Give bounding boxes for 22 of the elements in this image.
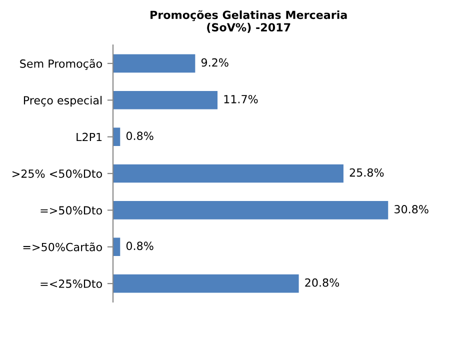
- data-label: 20.8%: [305, 278, 340, 287]
- y-tick-label: =>50%Dto: [40, 206, 102, 215]
- y-tick-label: L2P1: [76, 132, 102, 142]
- bar: [113, 274, 299, 293]
- bar: [113, 201, 388, 220]
- chart-title: Promoções Gelatinas Mercearia (SoV%) -2017: [150, 10, 347, 33]
- data-label: 30.8%: [394, 205, 428, 214]
- y-tick-label: =>50%Cartão: [23, 242, 102, 252]
- y-tick-label: =<25%Dto: [40, 280, 102, 288]
- data-label: 9.2%: [201, 58, 228, 67]
- bar: [113, 54, 196, 73]
- y-tick-label: Sem Promoção: [20, 59, 102, 70]
- bar: [113, 128, 120, 146]
- data-label: 25.8%: [350, 168, 384, 177]
- bar: [113, 164, 344, 183]
- bar: [113, 238, 120, 256]
- data-label: 11.7%: [224, 94, 258, 104]
- y-tick-label: Preço especial: [24, 96, 102, 107]
- data-label: 0.8%: [126, 242, 154, 250]
- bar: [113, 90, 218, 110]
- y-tick-label: >25% <50%Dto: [12, 169, 102, 178]
- data-label: 0.8%: [126, 132, 154, 140]
